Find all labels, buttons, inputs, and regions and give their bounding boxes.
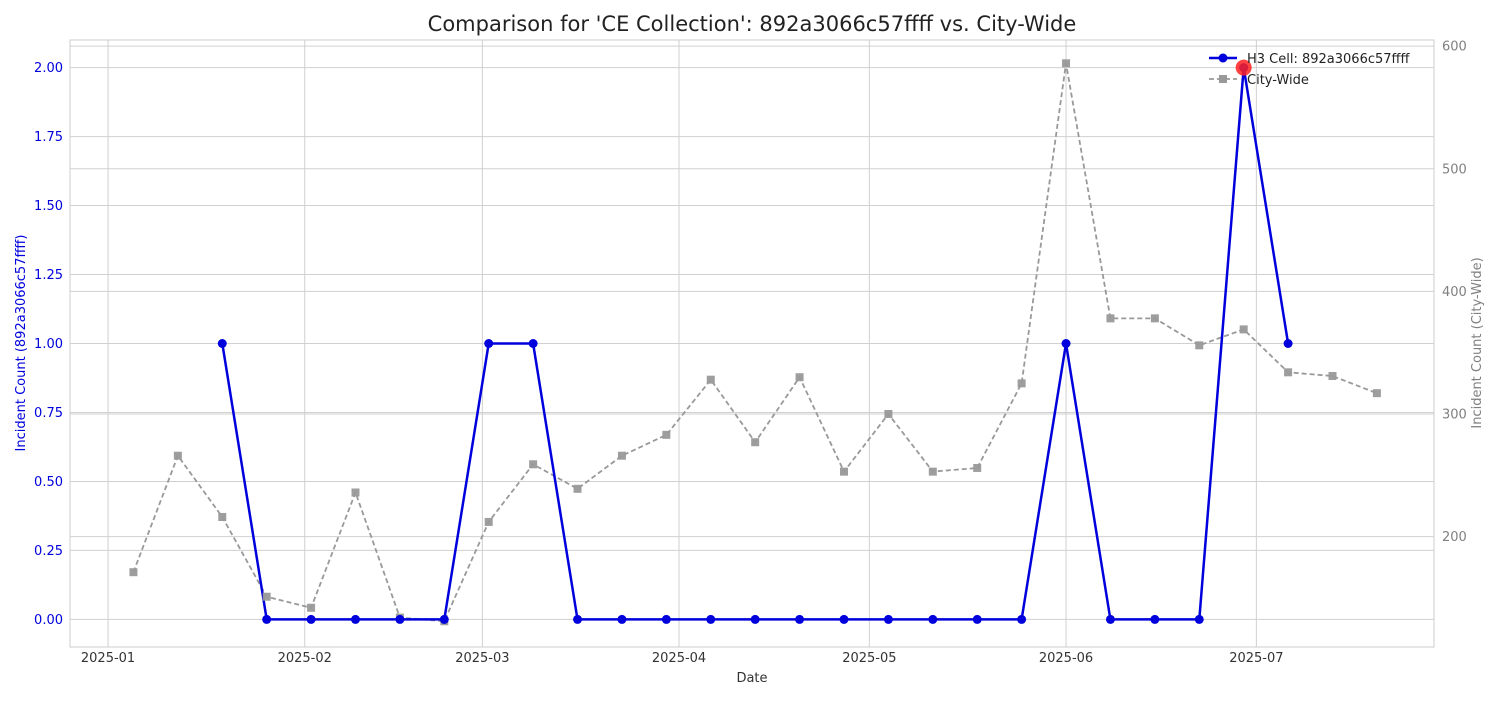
- y-left-tick-label: 2.00: [34, 61, 63, 76]
- x-tick-label: 2025-01: [81, 651, 135, 666]
- data-point-h3-cell: [573, 614, 583, 624]
- data-point-h3-cell: [439, 614, 449, 624]
- data-point-citywide: [706, 375, 715, 384]
- plot-frame: [69, 39, 1435, 648]
- x-tick-label: 2025-04: [652, 651, 706, 666]
- data-point-h3-cell: [1061, 339, 1071, 348]
- y-right-tick-label: 200: [1442, 530, 1467, 545]
- y-left-tick-label: 0.00: [34, 613, 63, 628]
- y-left-tick-label: 0.25: [34, 544, 63, 559]
- data-point-citywide: [1150, 314, 1159, 323]
- data-point-h3-cell: [1105, 614, 1115, 624]
- legend-marker-h3: [1218, 53, 1228, 63]
- y-left-tick-label: 1.25: [34, 268, 63, 283]
- data-point-h3-cell: [883, 614, 893, 624]
- highlight-point: [1235, 59, 1252, 76]
- y-right-tick-label: 300: [1442, 408, 1467, 423]
- data-point-citywide: [795, 373, 804, 382]
- data-point-citywide: [262, 592, 271, 601]
- y-left-tick-label: 1.50: [34, 199, 63, 214]
- chart-title: Comparison for 'CE Collection': 892a3066…: [428, 12, 1077, 36]
- data-point-citywide: [1017, 379, 1026, 388]
- axis-ticks: 2025-01 2025-02 2025-03 2025-04 2025-05 2025-…: [34, 40, 1467, 666]
- data-point-citywide: [1284, 368, 1293, 377]
- y-axis-left-label: Incident Count (892a3066c57ffff): [14, 235, 29, 452]
- data-point-h3-cell: [484, 339, 494, 348]
- grid-lines: [70, 40, 1434, 647]
- data-point-citywide: [617, 451, 626, 460]
- data-point-citywide: [529, 460, 538, 469]
- data-point-citywide: [173, 451, 182, 460]
- data-point-citywide: [1328, 371, 1337, 380]
- y-left-tick-label: 1.75: [34, 130, 63, 145]
- x-tick-label: 2025-06: [1039, 651, 1093, 666]
- data-point-h3-cell: [661, 614, 671, 624]
- y-right-tick-label: 600: [1442, 40, 1467, 55]
- data-point-h3-cell: [795, 614, 805, 624]
- data-point-citywide: [884, 410, 893, 419]
- data-point-h3-cell: [972, 614, 982, 624]
- data-point-citywide: [351, 488, 360, 497]
- data-point-h3-cell: [839, 614, 849, 624]
- data-point-citywide: [751, 438, 760, 447]
- x-tick-label: 2025-05: [842, 651, 896, 666]
- data-point-citywide: [1195, 341, 1204, 350]
- data-point-citywide: [307, 603, 316, 612]
- data-point-citywide: [484, 517, 493, 526]
- data-point-citywide: [1239, 325, 1248, 334]
- data-point-h3-cell: [1017, 614, 1027, 624]
- y-left-tick-label: 0.75: [34, 406, 63, 421]
- data-point-citywide: [573, 484, 582, 493]
- y-left-tick-label: 0.50: [34, 475, 63, 490]
- x-tick-label: 2025-07: [1229, 651, 1283, 666]
- data-point-h3-cell: [617, 614, 627, 624]
- x-tick-label: 2025-03: [455, 651, 509, 666]
- data-point-h3-cell: [1194, 614, 1204, 624]
- data-point-h3-cell: [262, 614, 272, 624]
- data-point-citywide: [129, 568, 138, 577]
- data-point-h3-cell: [395, 614, 405, 624]
- series-markers: [129, 59, 1381, 626]
- legend-label-citywide: City-Wide: [1247, 73, 1309, 88]
- data-point-h3-cell: [350, 614, 360, 624]
- data-point-h3-cell: [750, 614, 760, 624]
- chart-legend: H3 Cell: 892a3066c57ffff City-Wide: [1209, 52, 1410, 88]
- data-point-h3-cell: [928, 614, 938, 624]
- x-axis-label: Date: [736, 671, 767, 686]
- data-point-h3-cell: [1150, 614, 1160, 624]
- data-point-h3-cell: [706, 614, 716, 624]
- x-tick-label: 2025-02: [278, 651, 332, 666]
- y-right-tick-label: 400: [1442, 285, 1467, 300]
- legend-label-h3: H3 Cell: 892a3066c57ffff: [1247, 52, 1410, 67]
- data-point-citywide: [1372, 389, 1381, 398]
- data-point-citywide: [218, 513, 227, 522]
- data-point-citywide: [1062, 59, 1071, 68]
- y-axis-right-label: Incident Count (City-Wide): [1470, 257, 1485, 428]
- legend-marker-citywide: [1219, 75, 1227, 83]
- data-point-citywide: [662, 430, 671, 439]
- data-point-h3-cell: [306, 614, 316, 624]
- data-point-h3-cell: [217, 339, 227, 348]
- data-point-citywide: [839, 467, 848, 476]
- y-right-tick-label: 500: [1442, 162, 1467, 177]
- data-point-citywide: [928, 467, 937, 476]
- data-point-h3-cell: [1283, 339, 1293, 348]
- data-point-citywide: [973, 463, 982, 472]
- data-point-h3-cell: [528, 339, 538, 348]
- data-point-citywide: [1106, 314, 1115, 323]
- y-left-tick-label: 1.00: [34, 337, 63, 352]
